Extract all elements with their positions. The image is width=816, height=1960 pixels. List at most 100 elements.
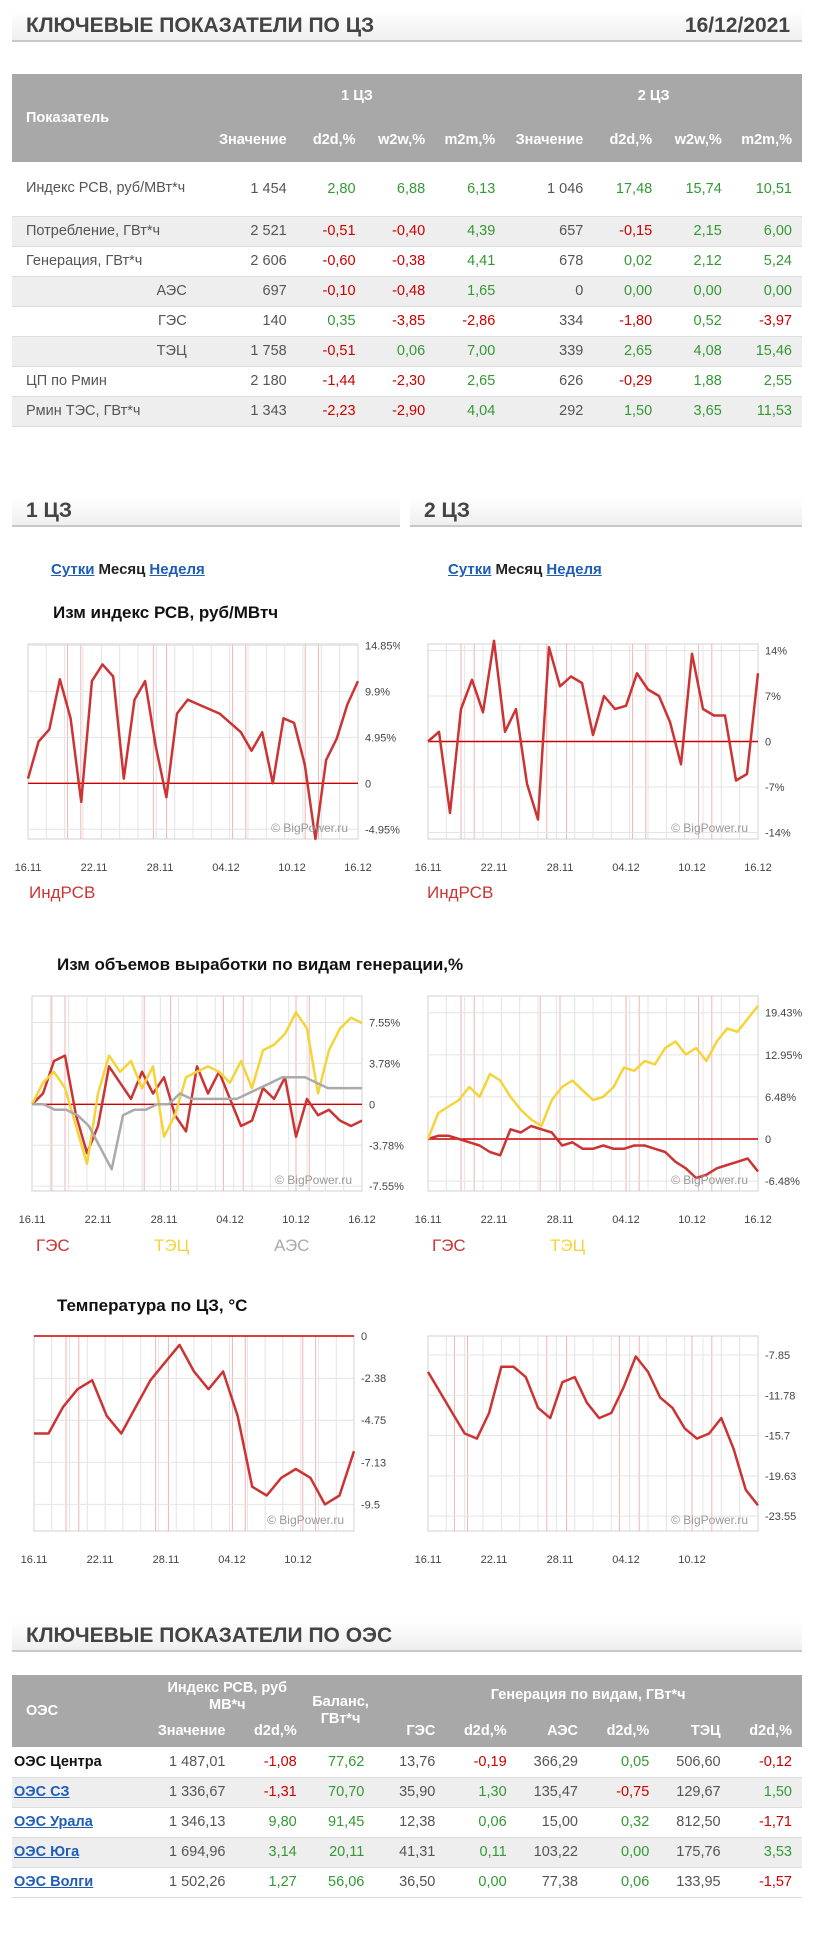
subheader-cell: Значение: [515, 132, 584, 148]
row-label: Генерация, ГВт*ч: [26, 253, 143, 269]
x-tick-label: 28.11: [153, 1554, 180, 1566]
x-tick-label: 16.12: [344, 862, 372, 874]
x-tick-label: 28.11: [547, 1554, 574, 1566]
table-cell: -0,48: [392, 283, 426, 299]
table-cell: 133,95: [676, 1874, 721, 1890]
y-tick-label: 19.43%: [765, 1008, 803, 1020]
table-cell: 292: [559, 403, 584, 419]
y-tick-label: -4.75: [361, 1415, 386, 1427]
table-cell: 129,67: [676, 1784, 721, 1800]
subheader-cell: d2d,%: [609, 132, 653, 148]
x-tick-label: 28.11: [547, 1214, 574, 1226]
table-cell: 657: [559, 223, 584, 239]
table-cell: 103,22: [533, 1844, 578, 1860]
oes-row: ОЭС Центра 1 487,01 -1,08 77,62 13,76 -0,19 36…: [12, 1747, 802, 1777]
x-tick-label: 22.11: [81, 862, 108, 874]
table-cell: 0,00: [621, 1844, 650, 1860]
oes-name-link[interactable]: ОЭС Волги: [14, 1874, 94, 1890]
oes-table: ОЭС Индекс РСВ, руб МВ*ч Баланс, ГВт*ч Г…: [12, 1675, 802, 1898]
x-tick-label: 28.11: [151, 1214, 178, 1226]
oes-name-link[interactable]: ОЭС СЗ: [14, 1784, 70, 1800]
table-cell: 3,65: [693, 403, 722, 419]
table-cell: 0,00: [763, 283, 792, 299]
oes-row: ОЭС СЗ 1 336,67 -1,31 70,70 35,90 1,30 135,47 -…: [12, 1777, 802, 1807]
oes-name-link[interactable]: ОЭС Юга: [14, 1844, 80, 1860]
y-tick-label: -9.5: [361, 1499, 380, 1511]
col-balance: Баланс, ГВт*ч: [312, 1694, 369, 1727]
table-cell: 1 343: [250, 403, 287, 419]
table-row: Индекс РСВ, руб/МВт*ч 1 454 2,80 6,88 6,13 1 …: [12, 162, 802, 216]
table-cell: 5,24: [763, 253, 792, 269]
table-cell: 4,04: [467, 403, 496, 419]
y-tick-label: 7.55%: [369, 1018, 400, 1030]
table-row: Потребление, ГВт*ч 2 521 -0,51 -0,40 4,39 657…: [12, 216, 802, 246]
table-cell: -0,51: [322, 223, 356, 239]
table-cell: 3,53: [763, 1844, 792, 1860]
col-zone1: 1 ЦЗ: [341, 88, 373, 104]
chart-temperature-zone1: 0 -2.38 -4.75 -7.13 -9.5 16.11 22.11 28.11 04.12…: [21, 1331, 386, 1566]
period-day-link[interactable]: Сутки: [51, 561, 95, 578]
legend-tec-zone2: ТЭЦ: [550, 1236, 586, 1255]
subheader-cell: w2w,%: [674, 132, 722, 148]
series-line: [34, 1343, 356, 1506]
table-cell: 12,38: [399, 1814, 436, 1830]
table-cell: 1 758: [250, 343, 287, 359]
watermark: © BigPower.ru: [671, 821, 748, 835]
x-tick-label: 16.12: [348, 1214, 376, 1226]
table-cell: -2,90: [392, 403, 426, 419]
watermark: © BigPower.ru: [267, 1513, 344, 1527]
table-cell: 56,06: [328, 1874, 365, 1890]
table-cell: 2,65: [467, 373, 496, 389]
table-cell: 0,06: [478, 1814, 507, 1830]
page-header: КЛЮЧЕВЫЕ ПОКАЗАТЕЛИ ПО ЦЗ 16/12/2021: [12, 10, 802, 42]
chart-rsv-zone2: 14% 7% 0 -7% -14% 16.11 22.11 28.11 04.12 10.12 16…: [415, 639, 791, 874]
table-cell: 140: [262, 313, 287, 329]
y-tick-label: -7.13: [361, 1457, 386, 1469]
table-cell: 10,51: [755, 180, 792, 197]
x-tick-label: 10.12: [678, 1554, 706, 1566]
table-cell: 2 180: [250, 373, 287, 389]
table-cell: 2 521: [250, 223, 287, 239]
table-cell: -0,38: [392, 253, 426, 269]
table-cell: -2,86: [462, 313, 496, 329]
oes-name-link[interactable]: ОЭС Урала: [14, 1814, 93, 1830]
subheader-cell: Значение: [218, 132, 287, 148]
table-cell: 2,15: [693, 223, 722, 239]
table-cell: 1,30: [478, 1784, 507, 1800]
subheader-cell: m2m,%: [741, 132, 792, 148]
subheader-cell: Значение: [157, 1723, 226, 1739]
y-tick-label: 9.9%: [365, 686, 390, 698]
series-line: [26, 663, 360, 841]
subheader-cell: d2d,%: [254, 1723, 297, 1739]
table-cell: 1 346,13: [169, 1814, 226, 1830]
period-selector-zone1: Сутки Месяц Неделя: [51, 561, 205, 578]
x-tick-label: 04.12: [612, 1554, 640, 1566]
legend-tec-zone1: ТЭЦ: [154, 1236, 190, 1255]
legend-ges-zone2: ГЭС: [432, 1236, 466, 1255]
watermark: © BigPower.ru: [275, 1173, 352, 1187]
period-day-link[interactable]: Сутки: [448, 561, 492, 578]
section-zone1: 1 ЦЗ: [12, 497, 400, 527]
table-cell: 2,80: [327, 180, 356, 197]
table-cell: 0: [575, 283, 584, 299]
col-index: Индекс РСВ, руб МВ*ч: [167, 1680, 288, 1713]
y-tick-label: 14.85%: [365, 640, 400, 652]
table-cell: 506,60: [676, 1753, 721, 1770]
table-cell: -1,71: [758, 1814, 792, 1830]
period-week-link[interactable]: Неделя: [546, 561, 602, 578]
table-cell: -0,29: [619, 373, 653, 389]
period-week-link[interactable]: Неделя: [149, 561, 205, 578]
chart-generation-zone1: 7.55% 3.78% 0 -3.78% -7.55% 16.11 22.11 28.11 04…: [19, 995, 404, 1226]
row-label: АЭС: [156, 283, 187, 299]
series-line: [427, 1124, 759, 1180]
y-tick-label: -7%: [765, 782, 785, 794]
key-indicators-table: Показатель 1 ЦЗ 2 ЦЗ Значение d2d,% w2w,% m…: [12, 74, 802, 427]
y-tick-label: 3.78%: [369, 1058, 400, 1070]
x-tick-label: 10.12: [678, 1214, 706, 1226]
chart-generation-zone2: 19.43% 12.95% 6.48% 0 -6.48% 16.11 22.11 28.11 0…: [415, 995, 803, 1226]
table-cell: 0,06: [396, 343, 426, 359]
table-cell: -0,51: [322, 343, 356, 359]
table-cell: -0,15: [619, 223, 653, 239]
table-cell: 0,11: [479, 1844, 507, 1860]
subheader-cell: d2d,%: [749, 1723, 792, 1739]
